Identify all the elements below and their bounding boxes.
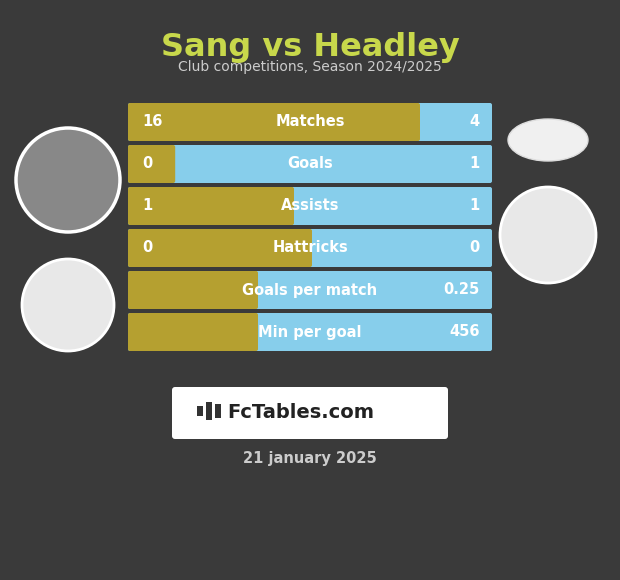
Circle shape <box>16 128 120 232</box>
Circle shape <box>500 187 596 283</box>
Text: Goals per match: Goals per match <box>242 282 378 298</box>
Text: 0: 0 <box>470 241 480 256</box>
Circle shape <box>22 259 114 351</box>
Bar <box>206 402 212 420</box>
FancyBboxPatch shape <box>128 103 492 141</box>
Text: 456: 456 <box>450 324 480 339</box>
FancyBboxPatch shape <box>128 187 492 225</box>
Text: Club competitions, Season 2024/2025: Club competitions, Season 2024/2025 <box>178 60 442 74</box>
Text: Assists: Assists <box>281 198 339 213</box>
Bar <box>197 406 203 416</box>
Ellipse shape <box>508 119 588 161</box>
Text: Sang vs Headley: Sang vs Headley <box>161 32 459 63</box>
Text: 0.25: 0.25 <box>444 282 480 298</box>
FancyBboxPatch shape <box>128 271 492 309</box>
FancyBboxPatch shape <box>128 103 420 141</box>
FancyBboxPatch shape <box>128 145 492 183</box>
Text: 4: 4 <box>470 114 480 129</box>
FancyBboxPatch shape <box>128 229 492 267</box>
Text: 16: 16 <box>142 114 162 129</box>
Text: FcTables.com: FcTables.com <box>227 404 374 422</box>
Bar <box>215 404 221 418</box>
Text: 0: 0 <box>142 157 153 172</box>
FancyBboxPatch shape <box>128 313 258 351</box>
Text: Hattricks: Hattricks <box>272 241 348 256</box>
FancyBboxPatch shape <box>128 313 492 351</box>
FancyBboxPatch shape <box>172 387 448 439</box>
Text: 21 january 2025: 21 january 2025 <box>243 451 377 466</box>
Text: Min per goal: Min per goal <box>259 324 361 339</box>
Text: 0: 0 <box>142 241 153 256</box>
FancyBboxPatch shape <box>128 187 294 225</box>
Text: Matches: Matches <box>275 114 345 129</box>
FancyBboxPatch shape <box>128 145 175 183</box>
FancyBboxPatch shape <box>128 271 258 309</box>
FancyBboxPatch shape <box>128 229 312 267</box>
Text: 1: 1 <box>142 198 153 213</box>
Text: 1: 1 <box>470 157 480 172</box>
Text: 1: 1 <box>470 198 480 213</box>
Text: Goals: Goals <box>287 157 333 172</box>
